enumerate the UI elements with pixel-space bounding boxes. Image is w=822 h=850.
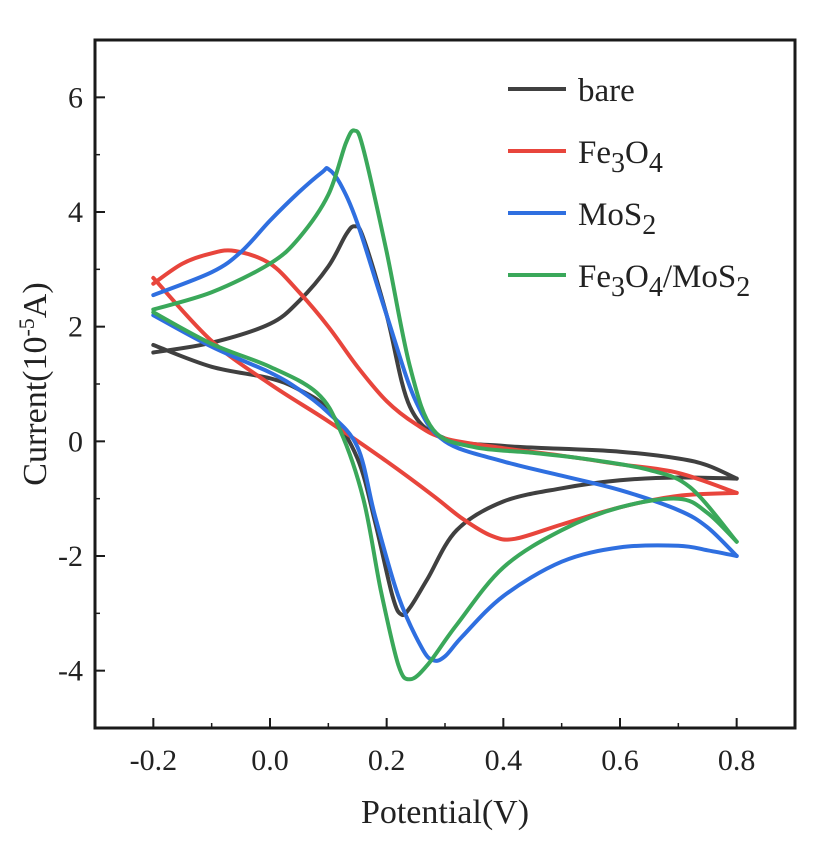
curves-layer	[151, 128, 739, 682]
x-axis-label: Potential(V)	[361, 794, 529, 831]
series-mos2-forward-line	[151, 166, 739, 558]
series-fe3o4-mos2-forward-line	[151, 128, 739, 544]
x-tick-label: 0.6	[601, 744, 639, 777]
legend-label-fe3o4: Fe3O4	[578, 135, 663, 179]
y-axis-label-exp: -5	[14, 318, 39, 336]
plot-frame	[93, 38, 797, 730]
x-tick-label: 0.8	[718, 744, 756, 777]
x-tick-label: -0.2	[130, 744, 178, 777]
series-mos2-reverse-line	[151, 313, 739, 663]
y-axis-label-post: A)	[17, 282, 54, 318]
x-tick-label: 0.2	[368, 744, 406, 777]
legend: bare Fe3O4 MoS2 Fe3O4/MoS2	[508, 73, 750, 303]
x-tick-label: 0.0	[251, 744, 289, 777]
legend-label-mos2: MoS2	[578, 197, 656, 241]
y-tick-label: 0	[68, 425, 83, 458]
y-tick-label: -2	[58, 540, 83, 573]
series-fe3o4-mos2-reverse-line	[151, 310, 739, 682]
series-bare-reverse-line	[151, 343, 739, 618]
y-axis-label: Current(10-5A)	[14, 282, 54, 485]
x-tick-label: 0.4	[485, 744, 523, 777]
legend-label-bare: bare	[578, 73, 635, 109]
y-tick-label: 4	[68, 196, 83, 229]
legend-label-fe3o4-mos2: Fe3O4/MoS2	[578, 259, 750, 303]
y-tick-label: -4	[58, 655, 83, 688]
ticks-layer: -0.2 0.0 0.2 0.4 0.6 0.8 -4 -2 0 2 4 6	[58, 39, 796, 777]
y-axis-label-pre: Current(10	[17, 337, 54, 486]
y-tick-label: 6	[68, 81, 83, 114]
y-tick-label: 2	[68, 311, 83, 344]
